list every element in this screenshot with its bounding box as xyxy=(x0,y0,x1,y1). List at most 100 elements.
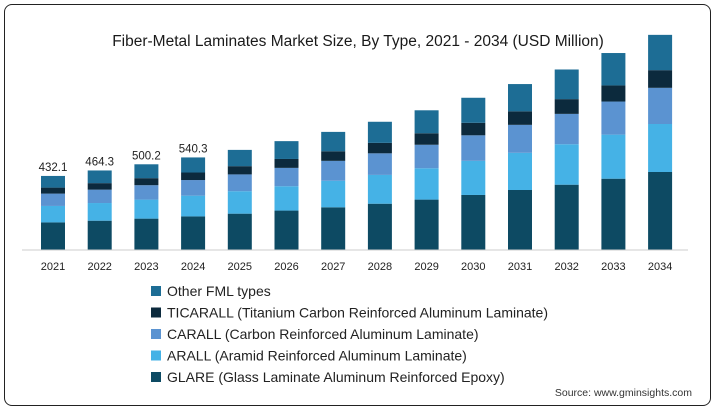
bar-segment-2029-series-1 xyxy=(414,168,439,200)
bar-total-label: 432.1 xyxy=(39,162,68,174)
bar-segment-2031-series-1 xyxy=(508,152,532,190)
x-tick-label: 2034 xyxy=(648,261,672,273)
bar-total-label: 540.3 xyxy=(179,143,208,155)
legend-label: Other FML types xyxy=(167,283,271,299)
bar-segment-2032-series-0 xyxy=(554,184,579,250)
bar-segment-2034-series-4 xyxy=(648,34,673,71)
x-tick-label: 2026 xyxy=(274,261,298,273)
bar-segment-2029-series-3 xyxy=(414,133,439,145)
bar-segment-2021-series-1 xyxy=(41,205,65,223)
bar-segment-2025-series-1 xyxy=(227,191,252,214)
x-tick-label: 2033 xyxy=(601,261,625,273)
bar-segment-2034-series-2 xyxy=(648,87,673,124)
bar-segment-2026-series-3 xyxy=(274,158,299,168)
bar-segment-2029-series-4 xyxy=(414,110,439,134)
x-tick-labels: 2021 2022 2023 2024 2025 2026 2027 2028 2029 2030… xyxy=(41,261,673,273)
bar-segment-2024-series-3 xyxy=(181,172,206,181)
bar-segment-2025-series-3 xyxy=(227,166,252,175)
bar-segment-2029-series-0 xyxy=(414,199,439,250)
bar-segment-2022-series-4 xyxy=(87,170,112,184)
chart-frame xyxy=(4,4,711,406)
bar-segment-2031-series-0 xyxy=(508,190,532,250)
bar-total-label: 500.2 xyxy=(132,150,161,162)
chart-title: Fiber-Metal Laminates Market Size, By Ty… xyxy=(112,33,604,50)
legend-label: ARALL (Aramid Reinforced Aluminum Lamina… xyxy=(167,348,467,364)
x-tick-label: 2025 xyxy=(228,261,252,273)
bar-segment-2022-series-0 xyxy=(87,220,112,250)
bar-segment-2021-series-2 xyxy=(41,193,65,206)
legend-swatch xyxy=(151,372,161,382)
bar-segment-2032-series-2 xyxy=(554,113,579,145)
legend-label: CARALL (Carbon Reinforced Aluminum Lamin… xyxy=(167,326,479,342)
x-tick-label: 2032 xyxy=(554,261,578,273)
bar-segment-2025-series-2 xyxy=(227,174,252,192)
bar-segment-2025-series-4 xyxy=(227,149,252,167)
bar-segment-2025-series-0 xyxy=(227,213,252,250)
bar-segment-2026-series-0 xyxy=(274,210,299,250)
bar-segment-2023-series-1 xyxy=(134,199,159,219)
bar-segment-2034-series-1 xyxy=(648,124,673,172)
bar-segment-2024-series-0 xyxy=(181,216,206,250)
legend-swatch xyxy=(151,350,161,361)
x-tick-label: 2022 xyxy=(87,261,111,273)
bar-segment-2023-series-0 xyxy=(134,218,159,250)
bar-segment-2023-series-3 xyxy=(134,178,159,186)
bar-segment-2028-series-4 xyxy=(367,121,392,143)
bar-segment-2021-series-3 xyxy=(41,187,65,194)
bar-segment-2023-series-2 xyxy=(134,185,159,200)
bar-segment-2022-series-1 xyxy=(87,203,112,221)
x-tick-label: 2023 xyxy=(134,261,158,273)
bar-segment-2030-series-0 xyxy=(461,194,486,250)
bar-segment-2022-series-3 xyxy=(87,183,112,190)
bar-segment-2033-series-2 xyxy=(601,101,626,135)
bar-segment-2030-series-1 xyxy=(461,160,486,195)
bar-segment-2030-series-2 xyxy=(461,135,486,161)
bar-segment-2028-series-2 xyxy=(367,153,392,175)
bar-segment-2033-series-4 xyxy=(601,53,626,86)
legend-swatch xyxy=(151,307,161,318)
bar-segment-2022-series-2 xyxy=(87,189,112,204)
bar-segment-2027-series-0 xyxy=(321,207,346,250)
x-tick-label: 2028 xyxy=(368,261,392,273)
bar-segment-2034-series-0 xyxy=(648,172,673,250)
bar-segment-2031-series-4 xyxy=(508,84,532,112)
bar-segment-2031-series-3 xyxy=(508,111,532,125)
bar-segment-2026-series-2 xyxy=(274,167,299,187)
x-tick-label: 2024 xyxy=(181,261,205,273)
bar-segment-2026-series-1 xyxy=(274,186,299,211)
bar-segment-2034-series-3 xyxy=(648,70,673,88)
bar-segment-2033-series-3 xyxy=(601,85,626,102)
bar-segment-2033-series-1 xyxy=(601,134,626,179)
legend-swatch xyxy=(151,329,161,339)
bar-total-label: 464.3 xyxy=(85,156,114,168)
bar-segment-2024-series-2 xyxy=(181,180,206,196)
bar-segment-2027-series-4 xyxy=(321,131,346,152)
bar-segment-2031-series-2 xyxy=(508,124,532,153)
bar-segment-2030-series-3 xyxy=(461,122,486,136)
bar-segment-2028-series-1 xyxy=(367,174,392,204)
bar-segment-2021-series-0 xyxy=(41,222,65,250)
legend-label: GLARE (Glass Laminate Aluminum Reinforce… xyxy=(167,369,505,385)
bar-segment-2032-series-4 xyxy=(554,69,579,100)
bar-segment-2028-series-3 xyxy=(367,142,392,154)
legend: Other FML types TICARALL (Titanium Carbon… xyxy=(151,283,548,385)
bars-layer xyxy=(41,34,673,250)
x-tick-label: 2021 xyxy=(41,261,65,273)
bar-segment-2028-series-0 xyxy=(367,203,392,250)
bar-segment-2032-series-3 xyxy=(554,99,579,114)
bar-segment-2032-series-1 xyxy=(554,144,579,185)
x-tick-label: 2030 xyxy=(461,261,485,273)
bar-segment-2023-series-4 xyxy=(134,164,159,179)
x-tick-label: 2031 xyxy=(508,261,532,273)
bar-segment-2021-series-4 xyxy=(41,175,65,188)
x-tick-label: 2029 xyxy=(414,261,438,273)
x-tick-label: 2027 xyxy=(321,261,345,273)
total-labels: 432.1 464.3 500.2 540.3 xyxy=(39,143,208,174)
bar-segment-2024-series-1 xyxy=(181,195,206,217)
legend-label: TICARALL (Titanium Carbon Reinforced Alu… xyxy=(167,305,548,321)
bar-segment-2033-series-0 xyxy=(601,178,626,250)
source-note: Source: www.gminsights.com xyxy=(555,387,692,399)
bar-segment-2029-series-2 xyxy=(414,144,439,169)
bar-segment-2027-series-1 xyxy=(321,180,346,208)
